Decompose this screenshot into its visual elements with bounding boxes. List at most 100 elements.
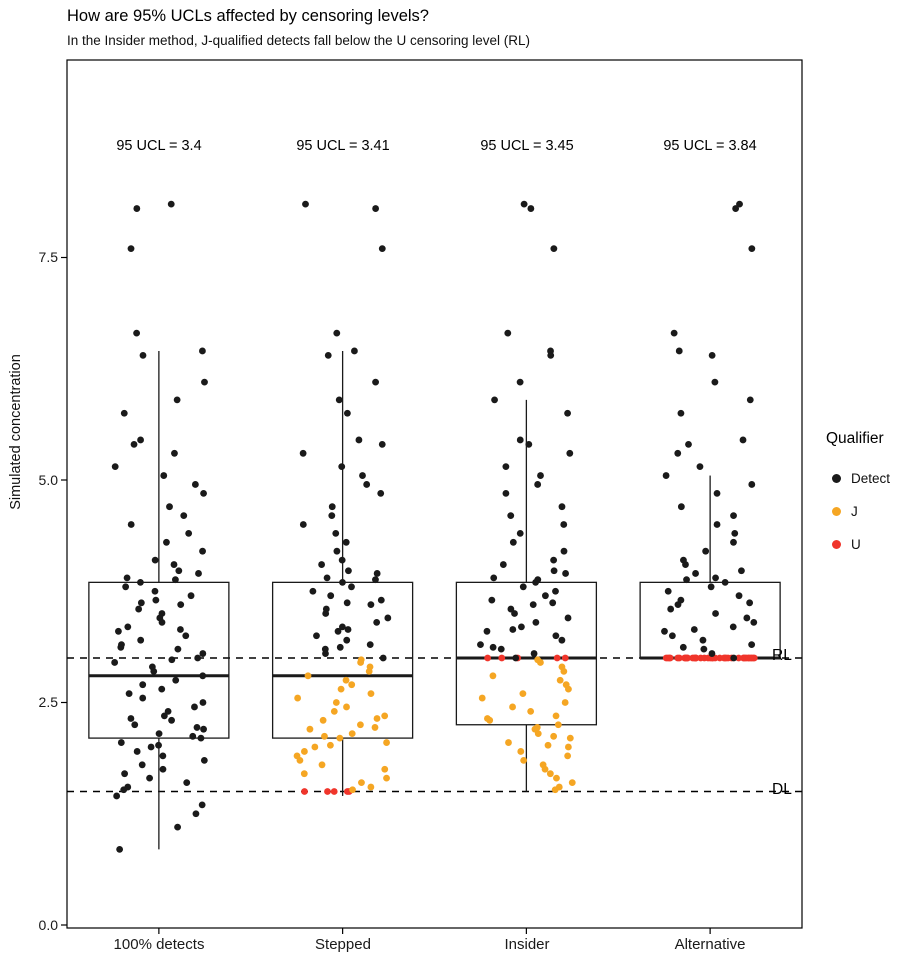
data-point xyxy=(683,576,690,584)
data-point xyxy=(113,792,121,800)
data-point xyxy=(309,587,317,595)
data-point xyxy=(301,788,308,795)
data-point xyxy=(504,329,512,337)
data-point xyxy=(520,756,528,764)
data-point xyxy=(721,654,729,662)
data-point xyxy=(560,547,568,555)
data-point xyxy=(139,681,147,689)
data-point xyxy=(367,783,375,791)
data-point xyxy=(299,449,307,457)
data-point xyxy=(117,739,125,746)
data-point xyxy=(324,788,331,795)
data-point xyxy=(690,626,698,633)
data-point xyxy=(127,245,135,253)
data-point xyxy=(499,561,507,568)
data-point xyxy=(377,596,385,604)
data-point xyxy=(490,574,498,582)
data-point xyxy=(484,715,491,722)
data-point xyxy=(729,623,737,631)
data-point xyxy=(304,672,312,680)
data-point xyxy=(699,636,707,644)
data-point xyxy=(730,512,737,519)
data-point xyxy=(135,605,143,613)
data-point xyxy=(160,712,168,720)
data-point xyxy=(505,739,512,746)
data-point xyxy=(199,347,206,355)
legend-item-detect: Detect xyxy=(826,462,916,495)
data-point xyxy=(512,654,520,662)
data-point xyxy=(378,245,386,253)
data-point xyxy=(160,472,168,479)
data-point xyxy=(519,583,527,591)
data-point xyxy=(137,436,144,444)
data-point xyxy=(133,205,141,212)
data-point xyxy=(343,409,351,417)
data-point xyxy=(491,396,498,404)
data-point xyxy=(564,614,572,622)
data-point xyxy=(328,512,336,519)
data-point xyxy=(158,610,166,617)
data-point xyxy=(558,503,566,511)
data-point xyxy=(708,352,716,359)
data-point xyxy=(534,481,542,488)
data-point xyxy=(529,601,537,608)
data-point xyxy=(172,676,180,684)
chart-subtitle: In the Insider method, J-qualified detec… xyxy=(67,33,530,48)
data-point xyxy=(355,436,363,444)
data-point xyxy=(498,654,506,662)
data-point xyxy=(520,200,528,208)
data-point xyxy=(199,547,206,555)
data-point xyxy=(730,654,738,662)
data-point xyxy=(124,623,132,631)
data-point xyxy=(173,396,181,404)
data-point xyxy=(527,205,535,212)
data-point xyxy=(125,690,133,697)
data-point xyxy=(319,716,327,724)
data-point xyxy=(177,626,184,633)
data-point xyxy=(550,567,558,575)
data-point xyxy=(550,556,558,564)
data-point xyxy=(516,378,524,386)
data-point xyxy=(338,556,346,564)
data-point xyxy=(302,200,309,208)
data-point xyxy=(171,449,178,457)
data-point xyxy=(537,472,544,479)
x-tick-label-100-detects: 100% detects xyxy=(113,936,205,953)
data-point xyxy=(668,632,676,640)
data-point xyxy=(336,643,344,651)
data-point xyxy=(191,703,198,711)
legend: Qualifier Detect J U xyxy=(826,430,916,561)
data-point xyxy=(172,576,179,584)
data-point xyxy=(379,654,387,662)
data-point xyxy=(488,596,496,604)
data-point xyxy=(566,734,574,742)
data-point xyxy=(337,685,345,693)
data-point xyxy=(122,583,130,591)
data-point xyxy=(174,645,182,653)
data-point xyxy=(518,623,525,631)
data-point xyxy=(685,441,692,448)
x-tick-label-alternative: Alternative xyxy=(674,936,746,953)
data-point xyxy=(366,641,374,649)
dl-line-label: DL xyxy=(772,781,792,798)
data-point xyxy=(116,845,124,853)
legend-key-u-icon xyxy=(832,540,841,549)
legend-label-j: J xyxy=(851,504,858,519)
legend-item-j: J xyxy=(826,495,916,528)
data-point xyxy=(484,654,492,662)
data-point xyxy=(372,205,380,212)
data-point xyxy=(532,619,540,626)
data-point xyxy=(175,567,183,575)
data-point xyxy=(550,732,558,740)
data-point xyxy=(151,587,159,595)
data-point xyxy=(739,436,747,444)
data-point xyxy=(327,741,334,749)
data-point xyxy=(200,756,208,764)
data-point xyxy=(183,779,191,786)
data-point xyxy=(163,538,170,546)
data-point xyxy=(344,626,352,633)
data-point xyxy=(383,739,390,746)
data-point xyxy=(373,619,381,626)
